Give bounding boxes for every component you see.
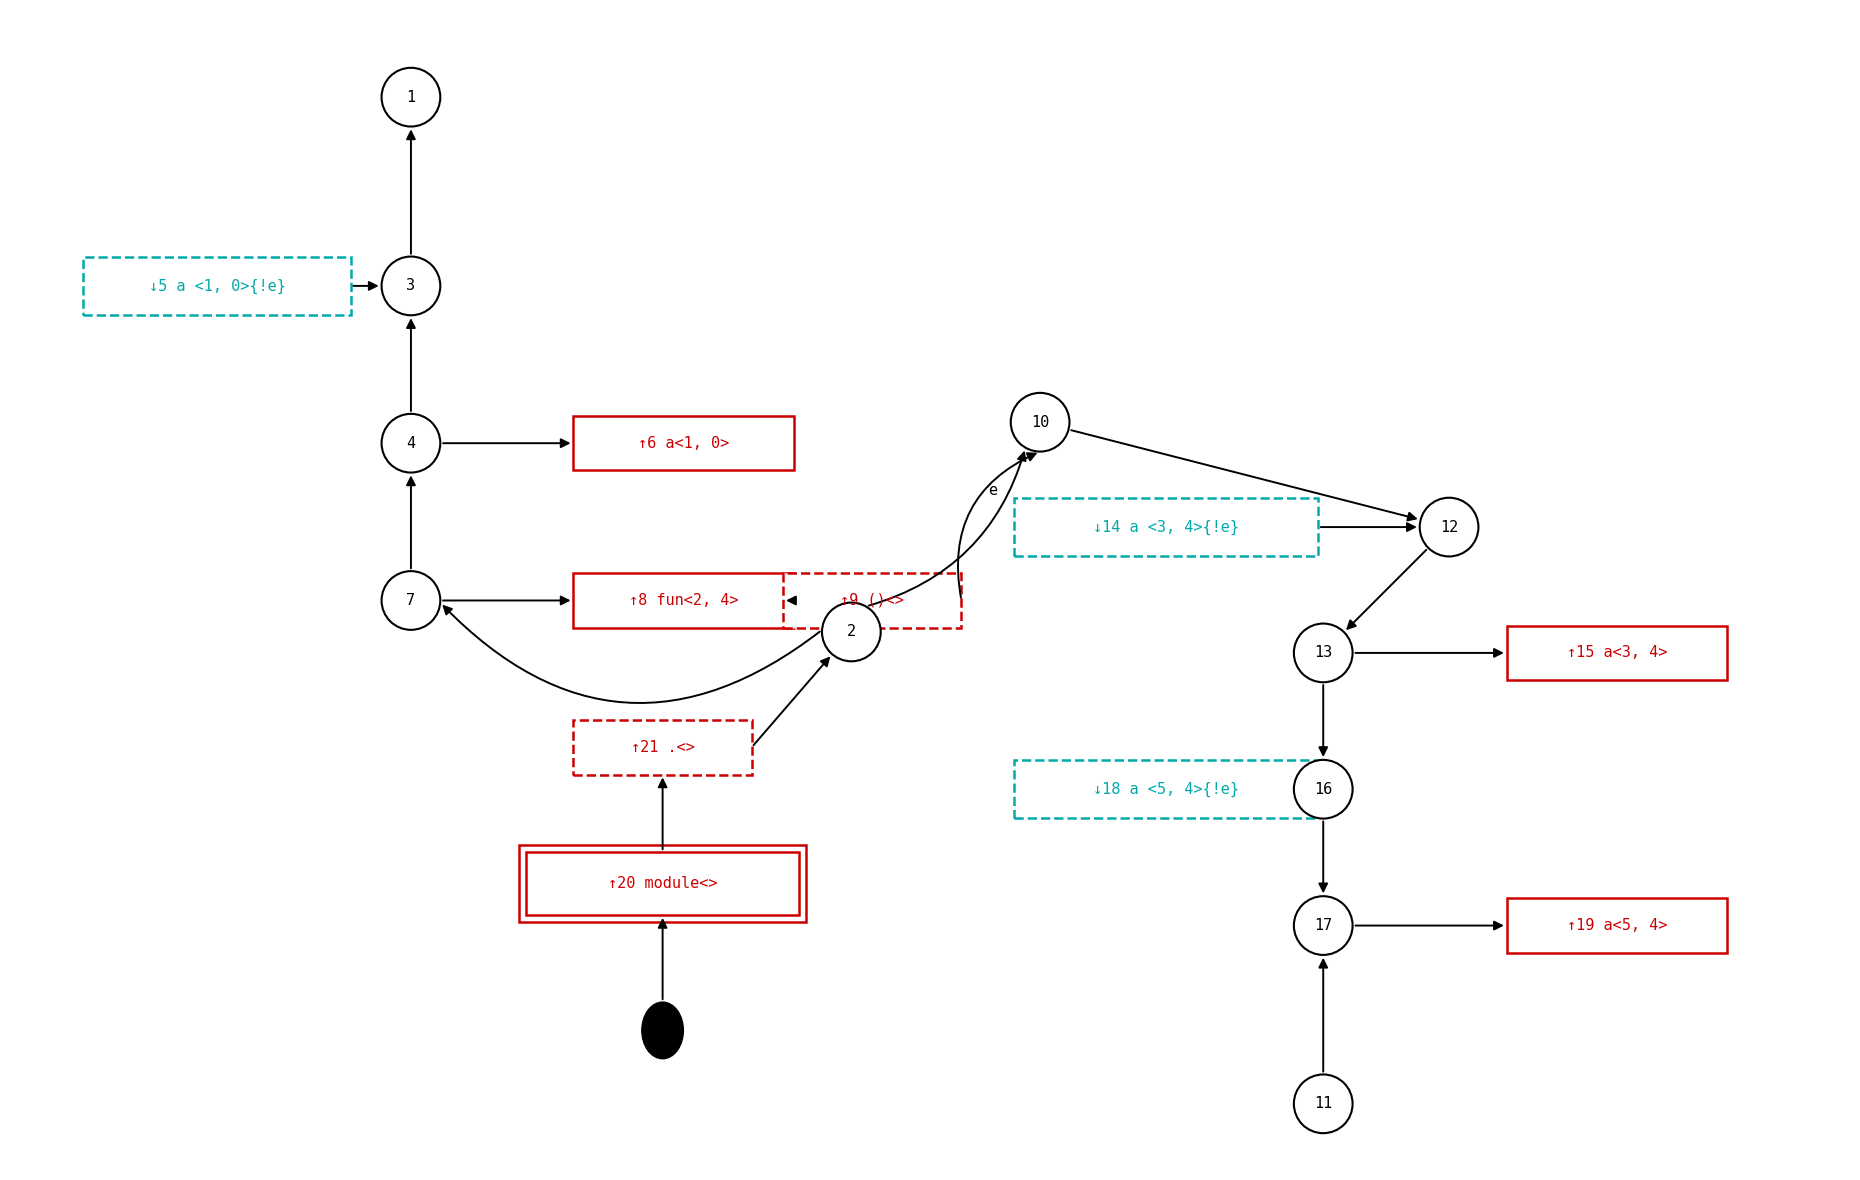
Text: 16: 16 xyxy=(1315,781,1332,797)
Text: 12: 12 xyxy=(1440,519,1458,535)
Circle shape xyxy=(1295,1075,1352,1133)
Text: 11: 11 xyxy=(1315,1096,1332,1112)
Text: 2: 2 xyxy=(846,624,856,640)
Text: ↓18 a <5, 4>{!e}: ↓18 a <5, 4>{!e} xyxy=(1094,781,1239,797)
FancyBboxPatch shape xyxy=(783,573,962,628)
Text: ↑6 a<1, 0>: ↑6 a<1, 0> xyxy=(638,435,729,451)
Circle shape xyxy=(381,571,441,630)
FancyBboxPatch shape xyxy=(573,415,794,471)
Circle shape xyxy=(1295,623,1352,682)
Text: ↑15 a<3, 4>: ↑15 a<3, 4> xyxy=(1566,645,1667,661)
Text: ↑8 fun<2, 4>: ↑8 fun<2, 4> xyxy=(629,594,738,608)
Circle shape xyxy=(1295,760,1352,819)
Circle shape xyxy=(1010,393,1069,452)
Text: ↑9 ()<>: ↑9 ()<> xyxy=(841,594,904,608)
FancyBboxPatch shape xyxy=(84,257,352,315)
Text: ↑20 module<>: ↑20 module<> xyxy=(608,876,718,891)
FancyBboxPatch shape xyxy=(573,573,794,628)
Text: 7: 7 xyxy=(405,594,415,608)
Text: 4: 4 xyxy=(405,435,415,451)
Text: ↑21 .<>: ↑21 .<> xyxy=(631,740,694,755)
Text: ↑19 a<5, 4>: ↑19 a<5, 4> xyxy=(1566,918,1667,933)
Text: ↓5 a <1, 0>{!e}: ↓5 a <1, 0>{!e} xyxy=(149,278,285,294)
Text: 13: 13 xyxy=(1315,645,1332,661)
FancyBboxPatch shape xyxy=(1014,498,1319,556)
FancyBboxPatch shape xyxy=(1507,898,1726,952)
FancyBboxPatch shape xyxy=(1014,760,1319,818)
Circle shape xyxy=(822,603,882,661)
Circle shape xyxy=(1419,498,1479,557)
FancyBboxPatch shape xyxy=(526,852,800,914)
Circle shape xyxy=(381,67,441,126)
Text: e: e xyxy=(988,483,997,498)
Circle shape xyxy=(1295,896,1352,955)
Text: 1: 1 xyxy=(405,90,415,105)
FancyBboxPatch shape xyxy=(1507,625,1726,680)
Text: 10: 10 xyxy=(1030,414,1049,430)
FancyBboxPatch shape xyxy=(573,720,751,774)
Ellipse shape xyxy=(642,1002,683,1058)
Text: ↓14 a <3, 4>{!e}: ↓14 a <3, 4>{!e} xyxy=(1094,519,1239,535)
Circle shape xyxy=(381,256,441,315)
Text: 3: 3 xyxy=(405,278,415,294)
Text: 17: 17 xyxy=(1315,918,1332,933)
Circle shape xyxy=(381,414,441,472)
